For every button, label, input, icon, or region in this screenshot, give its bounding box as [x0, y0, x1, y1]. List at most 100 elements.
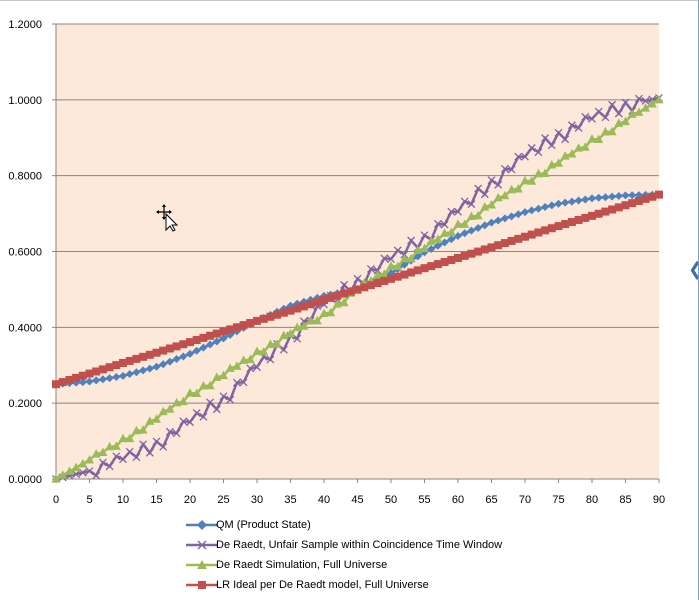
data-point: [534, 204, 543, 213]
data-point: [172, 429, 181, 438]
data-point: [594, 134, 604, 143]
data-point: [440, 220, 449, 229]
data-point: [253, 316, 261, 325]
data-point: [588, 211, 596, 220]
data-point: [246, 364, 255, 373]
data-point: [253, 363, 261, 372]
data-point: [64, 466, 74, 475]
y-axis: 0.0000 0.2000 0.4000 0.6000 0.8000 1.0000 1.20…: [8, 19, 56, 486]
data-point: [152, 414, 161, 423]
data-point: [212, 405, 221, 414]
data-point: [507, 184, 517, 194]
x-tick-label: 55: [418, 494, 430, 506]
data-point: [641, 103, 651, 112]
data-point: [634, 196, 643, 205]
data-point: [105, 462, 114, 471]
data-point: [125, 370, 134, 379]
data-point: [567, 121, 576, 130]
data-point: [655, 190, 663, 199]
data-point: [387, 274, 395, 283]
data-point: [474, 247, 483, 256]
data-point: [165, 404, 175, 413]
data-point: [487, 176, 496, 185]
data-point: [159, 442, 168, 451]
data-point: [614, 191, 623, 200]
data-point: [454, 231, 462, 240]
data-point: [399, 254, 409, 263]
data-point: [500, 214, 509, 223]
data-point: [185, 388, 195, 397]
data-point: [320, 296, 328, 305]
data-point: [514, 234, 523, 243]
x-tick-label: 60: [452, 494, 464, 506]
data-point: [587, 134, 597, 143]
data-point: [332, 299, 342, 308]
data-point: [621, 116, 630, 126]
y-tick-label: 0.4000: [8, 322, 42, 334]
legend-label: De Raedt Simulation, Full Universe: [216, 559, 388, 571]
data-point: [541, 203, 550, 212]
data-point: [219, 392, 228, 401]
x-tick-label: 90: [653, 494, 665, 506]
data-point: [273, 310, 282, 319]
data-point: [474, 223, 483, 232]
data-point: [607, 126, 617, 136]
data-point: [186, 349, 194, 358]
data-point: [473, 210, 483, 220]
data-point: [400, 270, 409, 279]
data-point: [306, 315, 316, 325]
data-point: [353, 285, 362, 294]
data-point: [165, 357, 174, 366]
data-point: [105, 441, 115, 451]
data-point: [447, 255, 456, 264]
data-point: [293, 304, 302, 313]
x-tick-label: 30: [251, 494, 263, 506]
data-point: [507, 165, 516, 174]
data-point: [520, 175, 530, 185]
data-point: [206, 398, 215, 407]
data-point: [232, 323, 241, 332]
data-point: [172, 355, 181, 364]
data-point: [413, 266, 422, 275]
data-point: [406, 253, 416, 263]
data-point: [58, 378, 67, 387]
data-point: [494, 180, 503, 189]
data-point: [145, 364, 154, 373]
data-point: [319, 308, 329, 318]
data-point: [634, 94, 643, 103]
data-point: [326, 293, 335, 302]
data-point: [380, 276, 389, 285]
data-point: [279, 308, 288, 317]
data-point: [105, 363, 114, 372]
data-point: [427, 244, 436, 253]
data-point: [192, 409, 201, 417]
legend-label: LR Ideal per De Raedt model, Full Univer…: [216, 579, 429, 591]
data-point: [614, 118, 624, 127]
data-point: [131, 425, 141, 435]
data-point: [460, 251, 469, 260]
move-cursor-icon: [156, 204, 180, 232]
data-point: [614, 203, 623, 212]
y-tick-label: 0.8000: [8, 171, 42, 183]
data-point: [192, 388, 202, 398]
data-point: [259, 314, 268, 323]
data-point: [125, 447, 134, 456]
data-point: [125, 356, 134, 365]
data-point: [380, 254, 389, 263]
data-point: [119, 358, 127, 367]
data-point: [245, 354, 255, 364]
data-point: [272, 339, 282, 348]
x-tick-label: 45: [351, 494, 363, 506]
data-point: [554, 222, 563, 231]
data-point: [514, 152, 523, 161]
data-point: [427, 262, 436, 271]
chevron-left-icon[interactable]: ❮: [688, 258, 699, 280]
data-point: [621, 98, 630, 107]
data-point: [112, 452, 121, 461]
data-point: [152, 362, 161, 371]
data-point: [628, 199, 637, 208]
window-top-edge: [0, 0, 699, 1]
data-point: [654, 94, 664, 104]
data-point: [440, 228, 450, 237]
data-point: [547, 201, 556, 210]
